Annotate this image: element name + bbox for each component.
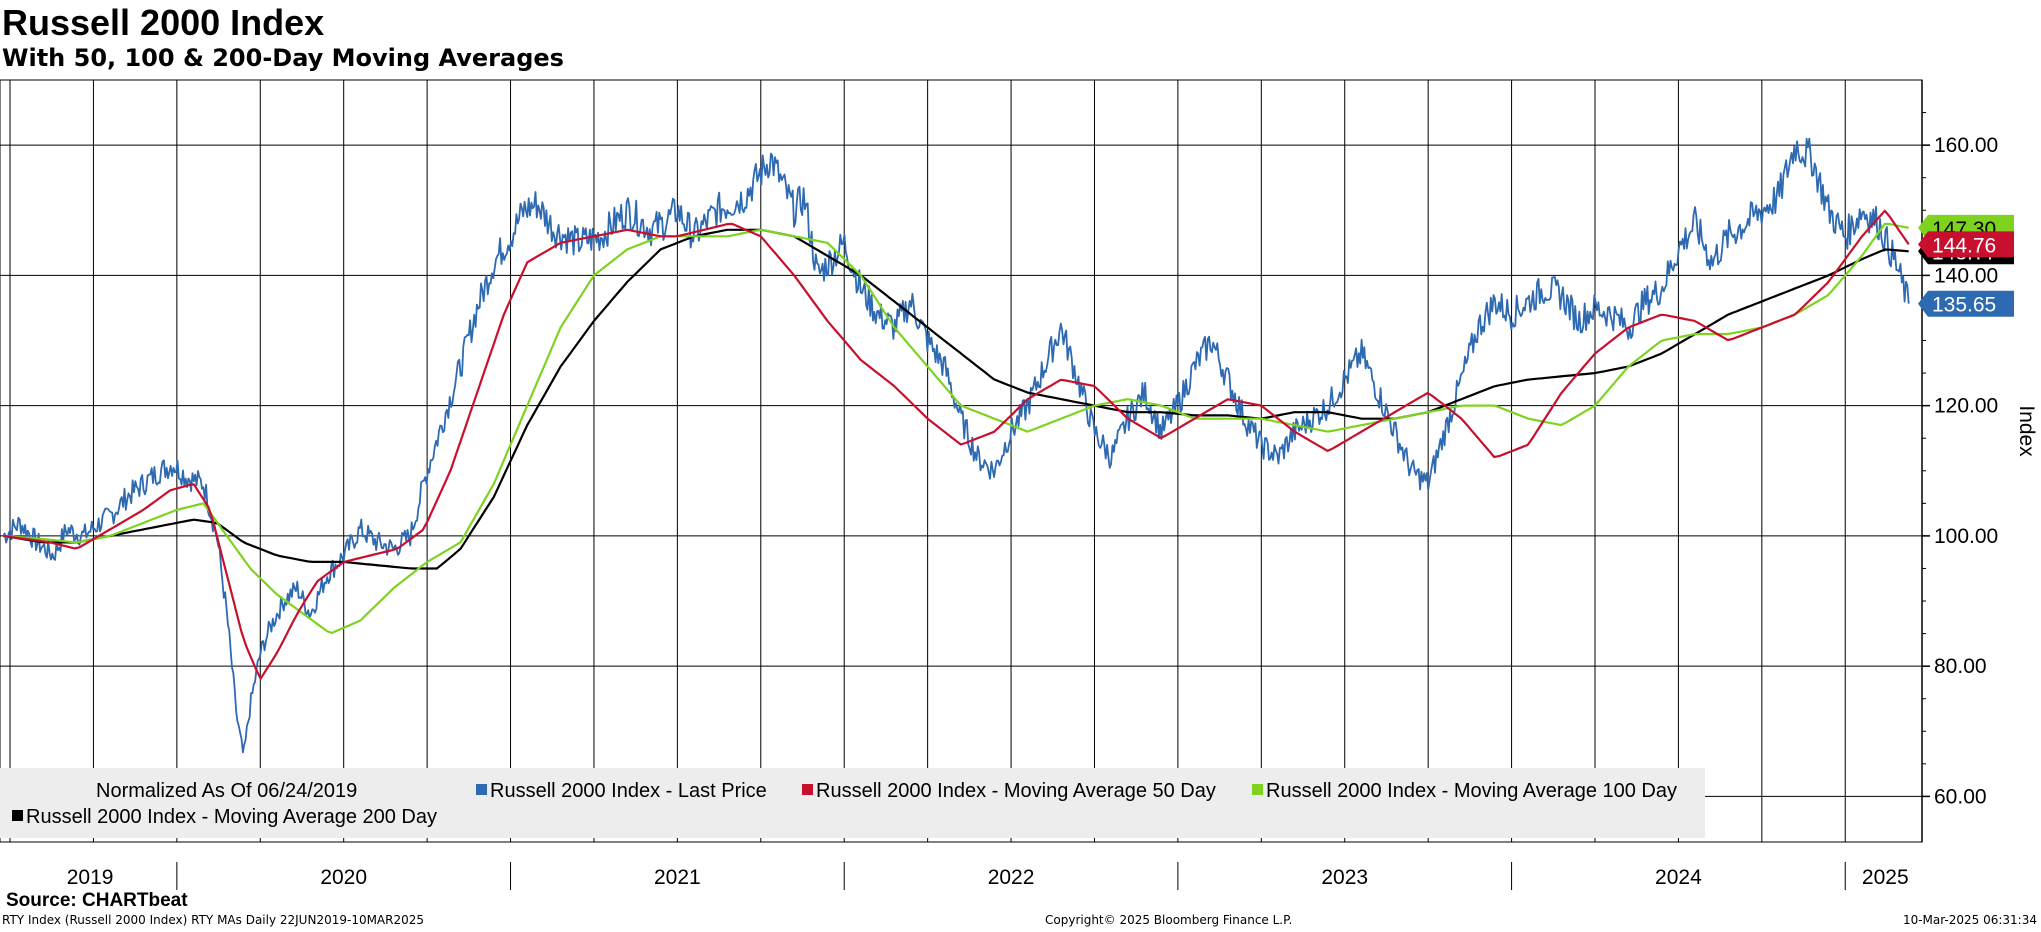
legend-entry: Russell 2000 Index - Last Price [490, 780, 767, 802]
series-line-ma50 [3, 209, 1910, 680]
year-label: 2023 [1321, 866, 1368, 889]
y-tick-label: 140.00 [1934, 264, 1998, 287]
series-group [2, 137, 1910, 754]
year-label: 2025 [1862, 866, 1909, 889]
legend-swatch [12, 810, 23, 821]
y-tick-label: 100.00 [1934, 525, 1998, 548]
chart-subtitle: With 50, 100 & 200-Day Moving Averages [2, 44, 564, 72]
legend-background [0, 768, 1705, 838]
year-label: 2019 [67, 866, 114, 889]
last-value-badge-bg [1918, 231, 2014, 258]
last-value-badge-bg [1918, 290, 2014, 317]
y-axis-label: Index [2015, 405, 2038, 457]
last-value-price: 135.65 [1918, 290, 2014, 317]
footer-copyright: Copyright© 2025 Bloomberg Finance L.P. [1045, 913, 1293, 927]
year-label: 2024 [1655, 866, 1702, 889]
x-axis-years: 2019 2020 2021 2022 2023 2024 2025 [67, 862, 1909, 890]
series-line-ma200 [3, 228, 1909, 570]
year-label: 2020 [320, 866, 367, 889]
footer-series-info: RTY Index (Russell 2000 Index) RTY MAs D… [2, 913, 425, 927]
series-line-ma100 [3, 222, 1909, 635]
y-tick-label: 80.00 [1934, 655, 1987, 678]
year-label: 2022 [988, 866, 1035, 889]
series-line-price [2, 137, 1910, 754]
chart-title: Russell 2000 Index [2, 2, 325, 43]
last-value-ma50: 144.76 [1918, 231, 2014, 257]
legend-entry: Russell 2000 Index - Moving Average 50 D… [816, 780, 1216, 802]
last-value-badge-text: 144.76 [1932, 234, 1996, 257]
legend-entry: Russell 2000 Index - Moving Average 200 … [26, 806, 437, 828]
footer-timestamp: 10-Mar-2025 06:31:34 [1902, 913, 2037, 927]
source-note: Source: CHARTbeat [6, 890, 188, 911]
legend-swatch [1252, 784, 1263, 795]
plot-frame [0, 79, 1923, 843]
y-tick-label: 120.00 [1934, 395, 1998, 418]
year-label: 2021 [654, 866, 701, 889]
legend-swatch [476, 784, 487, 795]
legend-note: Normalized As Of 06/24/2019 [96, 780, 357, 802]
legend-swatch [802, 784, 813, 795]
y-tick-label: 160.00 [1934, 134, 1998, 157]
y-tick-label: 60.00 [1934, 785, 1987, 808]
legend: Normalized As Of 06/24/2019 Russell 2000… [0, 768, 1705, 838]
y-axis: 60.00 80.00 100.00 120.00 140.00 160.00 [1922, 112, 1998, 808]
legend-entry: Russell 2000 Index - Moving Average 100 … [1266, 780, 1677, 802]
last-value-badge-text: 135.65 [1932, 294, 1996, 317]
grid [0, 80, 1922, 842]
